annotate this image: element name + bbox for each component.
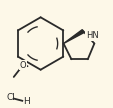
Text: O: O: [19, 61, 26, 70]
Polygon shape: [63, 30, 83, 44]
Text: Cl: Cl: [6, 93, 15, 102]
Text: HN: HN: [85, 31, 98, 40]
Text: H: H: [23, 97, 30, 106]
